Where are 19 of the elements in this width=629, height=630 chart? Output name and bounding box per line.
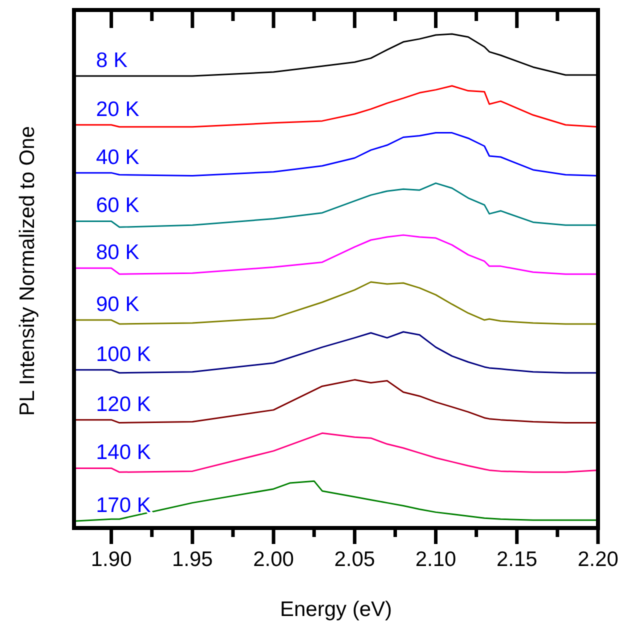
- x-tick-label: 1.90: [90, 548, 132, 571]
- x-tick-label: 2.15: [496, 548, 538, 571]
- x-axis-title: Energy (eV): [280, 598, 392, 621]
- legend-label: 8 K: [96, 48, 128, 72]
- series-label: 140 K: [96, 441, 151, 464]
- y-axis-title: PL Intensity Normalized to One: [16, 126, 39, 416]
- series-label: 100 K: [96, 342, 151, 366]
- series-label: 80 K: [96, 241, 140, 264]
- series-label: 20 K: [96, 98, 140, 121]
- series-label: 60 K: [96, 194, 140, 218]
- x-tick-label: 1.95: [172, 548, 213, 571]
- series-label: 90 K: [96, 293, 140, 316]
- x-tick-label: 2.20: [578, 548, 618, 571]
- series-label: 120 K: [96, 392, 151, 416]
- series-label: 170 K: [96, 494, 151, 518]
- series-label: 40 K: [96, 146, 140, 169]
- x-tick-label: 2.05: [334, 548, 376, 571]
- x-tick-label: 2.00: [253, 548, 294, 571]
- x-tick-label: 2.10: [415, 548, 456, 571]
